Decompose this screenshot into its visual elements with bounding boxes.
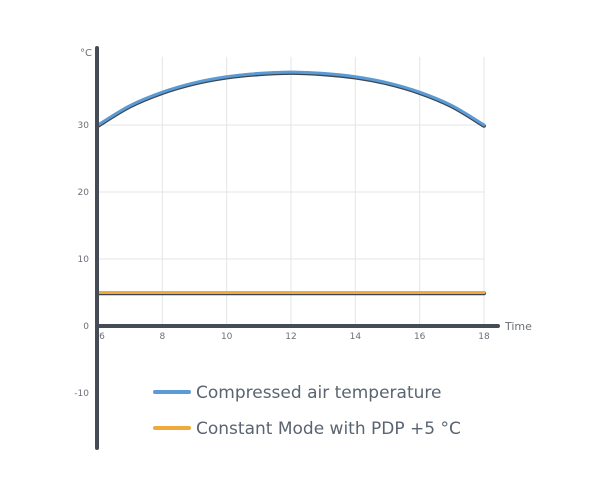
series-layer (96, 70, 486, 296)
legend-item-constant-mode: Constant Mode with PDP +5 °C (153, 419, 461, 439)
x-tick-label-6: 6 (99, 332, 105, 342)
x-tick-label-12: 12 (285, 332, 296, 342)
tick-labels: 6 8 10 12 14 16 18 30 20 10 0 -10 (74, 121, 490, 399)
x-tick-label-14: 14 (350, 332, 362, 342)
series-0-line (96, 70, 486, 127)
axes (95, 46, 500, 450)
grid (98, 56, 485, 326)
y-tick-label--10: -10 (74, 389, 89, 399)
y-tick-label-10: 10 (78, 255, 90, 265)
y-tick-label-20: 20 (78, 188, 90, 198)
legend-label-constant-mode: Constant Mode with PDP +5 °C (196, 419, 461, 439)
y-tick-label-30: 30 (78, 121, 90, 131)
x-tick-label-18: 18 (478, 332, 490, 342)
x-axis-label: Time (504, 320, 532, 333)
x-tick-label-10: 10 (221, 332, 233, 342)
legend: Compressed air temperature Constant Mode… (153, 383, 461, 439)
y-axis-label: °C (80, 48, 92, 59)
y-tick-label-0: 0 (83, 322, 89, 332)
legend-label-compressed-air: Compressed air temperature (196, 383, 441, 403)
x-tick-label-8: 8 (159, 332, 165, 342)
legend-item-compressed-air: Compressed air temperature (153, 383, 441, 403)
x-tick-label-16: 16 (414, 332, 426, 342)
